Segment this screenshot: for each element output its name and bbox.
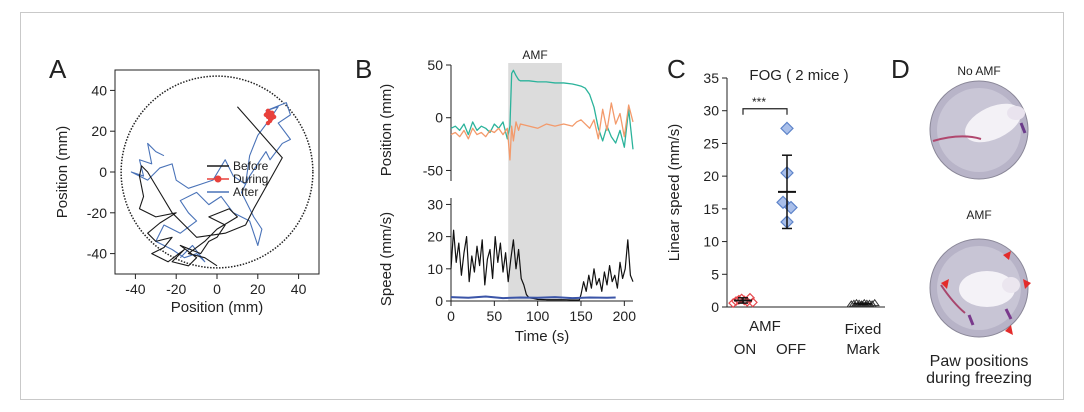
y-tick-label: 0 — [711, 299, 719, 315]
bottom-x-tick-label: 200 — [613, 308, 637, 324]
bottom-y-tick-label: 0 — [435, 293, 443, 309]
panel-d-photos: No AMF AMF — [926, 64, 1032, 387]
top-y-tick-label: 0 — [435, 110, 443, 126]
during-point — [271, 114, 277, 120]
significance-stars: *** — [752, 95, 766, 109]
y-tick-label: 40 — [91, 82, 107, 98]
photo-label-amf: AMF — [966, 208, 991, 222]
y-tick-label: 30 — [703, 103, 719, 119]
panel-c-speed-plot: 0 5 10 15 20 25 30 35 Linear speed (mm/s) FOG ( 2… — [666, 67, 885, 358]
legend-label-during: During — [233, 172, 268, 186]
y-tick-label: 15 — [703, 201, 719, 217]
during-point — [265, 120, 271, 126]
x-tick-label: 20 — [250, 281, 266, 297]
x-tick-label: 0 — [213, 281, 221, 297]
y-tick-label: -20 — [87, 205, 107, 221]
arrow-marker-icon — [1005, 325, 1013, 335]
speed-trace-1 — [450, 229, 634, 301]
y-axis-label: Linear speed (mm/s) — [666, 124, 683, 262]
x-label-amf: AMF — [749, 318, 781, 335]
legend-label-after: After — [233, 185, 258, 199]
panel-letter-c: C — [667, 54, 686, 84]
panel-b-timecourse: AMF 50 0 -50 Position (mm) 0 10 20 30 0 50 100 150 20… — [378, 48, 636, 345]
x-tick-label: -20 — [166, 281, 186, 297]
trajectory-after — [130, 102, 291, 263]
bottom-x-tick-label: 100 — [526, 308, 550, 324]
trajectory-before — [138, 106, 283, 267]
bottom-x-tick-label: 50 — [487, 308, 503, 324]
bottom-y-tick-label: 30 — [427, 196, 443, 212]
y-tick-label: 20 — [703, 168, 719, 184]
y-tick-label: 5 — [711, 266, 719, 282]
chart-title: FOG ( 2 mice ) — [749, 67, 848, 84]
panel-letter-d: D — [891, 54, 910, 84]
bottom-x-tick-label: 0 — [447, 308, 455, 324]
bottom-y-axis-label: Speed (mm/s) — [378, 212, 395, 306]
position-trace-2 — [450, 102, 634, 161]
y-tick-label: 10 — [703, 234, 719, 250]
y-tick-label: 20 — [91, 123, 107, 139]
x-axis-label: Position (mm) — [171, 299, 264, 316]
arrow-marker-icon — [1003, 251, 1011, 260]
data-point-fixed-mark — [869, 298, 880, 307]
arrow-marker-icon — [941, 279, 949, 289]
figure-canvas: A B C D -40 -20 0 20 40 -40 -20 0 20 40 Position (… — [49, 48, 1032, 387]
bottom-x-tick-label: 150 — [569, 308, 593, 324]
during-point — [265, 108, 271, 114]
photo-caption-line1: Paw positions — [930, 353, 1029, 370]
y-tick-label: 25 — [703, 135, 719, 151]
speed-trace-2 — [450, 295, 616, 300]
bottom-y-tick-label: 20 — [427, 229, 443, 245]
panel-letter-b: B — [355, 54, 372, 84]
position-trace-1 — [450, 69, 634, 150]
x-label-on: ON — [734, 341, 757, 358]
photo-caption-line2: during freezing — [926, 370, 1032, 387]
x-label-fixed: Fixed — [845, 321, 882, 338]
legend-label-before: Before — [233, 159, 269, 173]
x-tick-label: 40 — [291, 281, 307, 297]
y-axis-label: Position (mm) — [54, 126, 71, 219]
y-tick-label: 35 — [703, 70, 719, 86]
panel-a-trajectory: -40 -20 0 20 40 -40 -20 0 20 40 Position (mm) Posit… — [54, 69, 320, 316]
arrow-marker-icon — [1023, 279, 1031, 289]
x-tick-label: -40 — [125, 281, 145, 297]
significance-bracket — [742, 108, 788, 115]
amf-shade-label: AMF — [522, 48, 547, 62]
plot-frame — [114, 69, 320, 275]
y-tick-label: -40 — [87, 246, 107, 262]
photo-no-amf — [929, 80, 1029, 180]
x-label-off: OFF — [776, 341, 806, 358]
top-y-axis-label: Position (mm) — [378, 84, 395, 177]
bottom-x-axis-label: Time (s) — [515, 328, 569, 345]
bottom-y-tick-label: 10 — [427, 261, 443, 277]
during-point — [263, 112, 269, 118]
arena-boundary — [120, 75, 314, 269]
legend-marker-during — [214, 175, 222, 183]
y-tick-label: 0 — [99, 164, 107, 180]
x-label-mark: Mark — [846, 341, 880, 358]
during-point — [269, 110, 275, 116]
photo-label-no-amf: No AMF — [957, 64, 1000, 78]
top-y-tick-label: -50 — [423, 162, 443, 178]
top-y-tick-label: 50 — [427, 57, 443, 73]
photo-amf — [929, 238, 1031, 338]
data-point-amf-on — [744, 292, 756, 303]
data-point-amf-off — [780, 121, 794, 136]
figure-frame: A B C D -40 -20 0 20 40 -40 -20 0 20 40 Position (… — [20, 12, 1064, 400]
panel-letter-a: A — [49, 54, 67, 84]
